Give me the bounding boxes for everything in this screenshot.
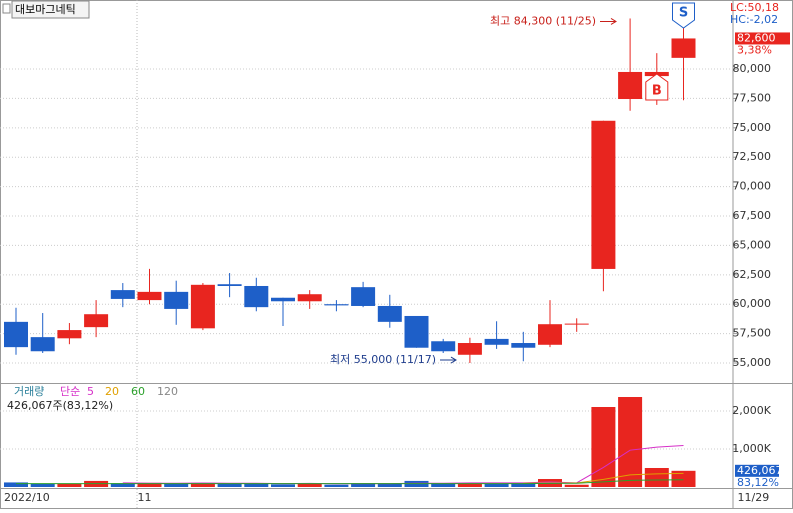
candle-body [538, 324, 562, 345]
low-annotation: 최저 55,000 (11/17) [330, 353, 436, 366]
candle-body [137, 291, 162, 301]
volume-bar [431, 483, 456, 487]
candle-body [190, 284, 215, 329]
candle-body [30, 337, 55, 352]
volume-bar [271, 484, 295, 487]
y-tick-label: 55,000 [733, 356, 772, 369]
candle-body [110, 290, 135, 299]
last-change: 3,38% [737, 43, 772, 56]
x-tick-label: 2022/10 [4, 491, 50, 504]
candle-body [84, 314, 109, 328]
candle-body [297, 294, 322, 302]
stock-tab[interactable] [11, 0, 90, 19]
y-tick-label: 57,500 [733, 327, 772, 340]
candle-body [671, 38, 696, 58]
candle-body [591, 120, 616, 269]
candle-body [431, 341, 456, 352]
tab-icon[interactable] [2, 3, 11, 14]
volume-title: 거래량 [14, 385, 44, 398]
volume-bar [30, 483, 55, 487]
volume-bar [190, 482, 215, 487]
legend-entry: 120 [157, 385, 178, 398]
buy-marker [645, 73, 669, 101]
y-tick-label: 60,000 [733, 297, 772, 310]
y-tick-label: 62,500 [733, 268, 772, 281]
sell-marker [672, 2, 695, 29]
candle-body [377, 305, 402, 322]
ma-label: 단순 [60, 385, 80, 398]
y-tick-label: 75,000 [733, 121, 772, 134]
volume-bar [484, 483, 509, 487]
y-tick-label: 67,500 [733, 209, 772, 222]
y-tick-label: 2,000K [732, 404, 771, 417]
last-ratio: 83,12% [737, 476, 779, 489]
candle-body [457, 343, 482, 355]
y-tick-label: 70,000 [733, 180, 772, 193]
volume-bar [110, 483, 135, 487]
volume-bar [511, 483, 536, 487]
volume-bar [618, 397, 643, 487]
sell-label: S [679, 6, 688, 21]
candle-body [324, 304, 349, 306]
stock-name: 대보마그네틱 [15, 3, 76, 16]
candle-body [618, 71, 643, 100]
hc-label: HC:-2,02 [730, 13, 778, 26]
candle-body [164, 291, 189, 309]
volume-bar [671, 470, 696, 487]
candle-body [564, 323, 589, 325]
buy-label: B [652, 84, 662, 99]
volume-bar [4, 482, 28, 487]
volume-bar [457, 483, 482, 487]
volume-bar [324, 484, 349, 487]
volume-bar [377, 483, 402, 487]
last-price: 82,600 [737, 31, 776, 44]
y-tick-label: 77,500 [733, 91, 772, 104]
volume-bar [644, 467, 669, 487]
high-annotation: 최고 84,300 (11/25) [490, 14, 596, 27]
volume-bar [564, 484, 589, 487]
x-tick-label: 11/29 [738, 491, 770, 504]
last-volume: 426,067 [737, 464, 783, 477]
high-arrow [600, 18, 617, 25]
volume-bar [137, 482, 162, 487]
y-tick-label: 65,000 [733, 238, 772, 251]
volume-bar [351, 483, 376, 487]
candle-body [511, 343, 536, 348]
candle-body [57, 330, 82, 339]
low-arrow [440, 356, 457, 364]
last-price-box [735, 32, 790, 45]
volume-bar [164, 483, 189, 487]
volume-bar [217, 483, 242, 487]
candle-body [484, 338, 509, 345]
legend-entry: 5 [87, 385, 94, 398]
volume-bar [591, 407, 616, 487]
candle-body [404, 315, 429, 348]
legend-entry: 60 [131, 385, 145, 398]
candle-body [271, 297, 295, 302]
candle-body [244, 285, 269, 308]
last-volume-box [735, 464, 779, 477]
candle-body [4, 321, 28, 348]
ma-line [16, 479, 684, 485]
y-tick-label: 72,500 [733, 150, 772, 163]
volume-bar [244, 483, 269, 487]
candle-body [217, 284, 242, 286]
x-tick-label: 11 [138, 491, 152, 504]
y-tick-label: 80,000 [733, 62, 772, 75]
lc-label: LC:50,18 [730, 1, 779, 14]
legend-entry: 20 [105, 385, 119, 398]
candle-body [351, 287, 376, 306]
volume-summary: 426,067주(83,12%) [7, 399, 113, 412]
y-tick-label: 1,000K [732, 442, 771, 455]
volume-bar [297, 483, 322, 487]
volume-bar [57, 483, 82, 487]
